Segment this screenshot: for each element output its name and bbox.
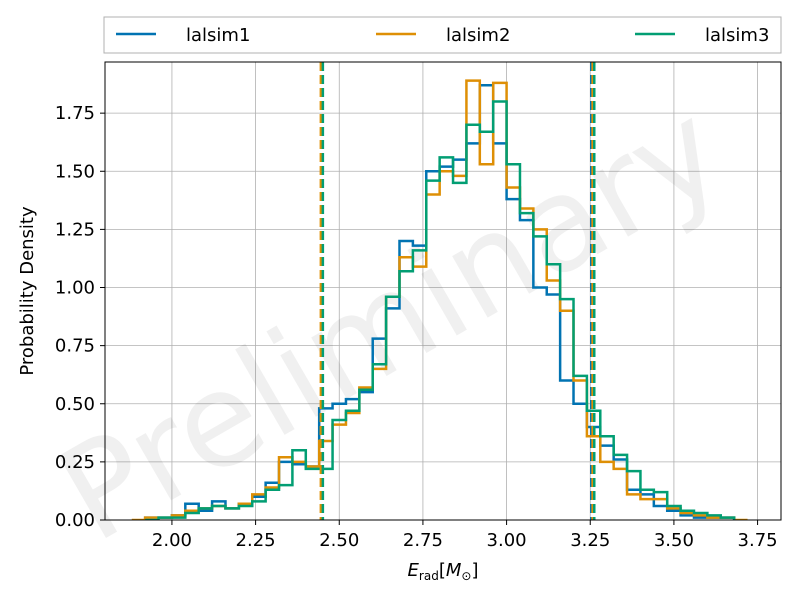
y-tick-label: 1.00: [55, 278, 95, 299]
y-axis: 0.00 0.25 0.50 0.75 1.00 1.25 1.50 1.75: [55, 103, 105, 531]
series-layer: [131, 62, 748, 520]
histogram-lalsim3: [145, 100, 736, 520]
x-axis-label: Erad[M⊙]: [408, 560, 479, 583]
x-axis: 2.00 2.25 2.50 2.75 3.00 3.25 3.50 3.75: [152, 520, 778, 551]
y-tick-label: 1.50: [55, 161, 95, 182]
y-tick-label: 0.50: [55, 394, 95, 415]
y-tick-label: 1.75: [55, 103, 95, 124]
y-tick-label: 1.25: [55, 219, 95, 240]
legend-label-lalsim1: lalsim1: [186, 25, 250, 46]
x-tick-label: 3.25: [570, 530, 610, 551]
plot-frame: [104, 61, 782, 521]
y-tick-label: 0.00: [55, 510, 95, 531]
x-tick-label: 2.00: [152, 530, 192, 551]
legend: lalsim1 lalsim2 lalsim3: [103, 16, 782, 54]
x-tick-label: 3.00: [487, 530, 527, 551]
y-tick-label: 0.25: [55, 452, 95, 473]
legend-label-lalsim2: lalsim2: [446, 25, 510, 46]
x-tick-label: 3.75: [738, 530, 778, 551]
x-tick-label: 3.50: [654, 530, 694, 551]
x-tick-label: 2.75: [403, 530, 443, 551]
legend-label-lalsim3: lalsim3: [705, 25, 769, 46]
y-tick-label: 0.75: [55, 336, 95, 357]
y-axis-label: Probability Density: [17, 206, 38, 376]
x-tick-label: 2.50: [319, 530, 359, 551]
x-tick-label: 2.25: [236, 530, 276, 551]
